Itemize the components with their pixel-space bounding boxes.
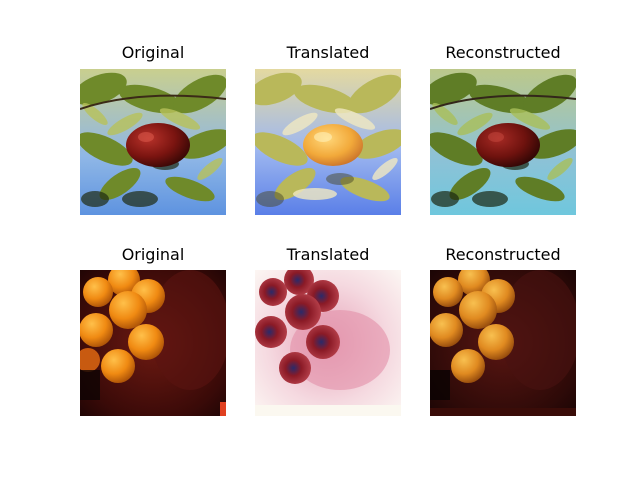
reconstructed-apple-image	[430, 69, 576, 215]
panel-title: Original	[121, 43, 185, 62]
original-oranges-image	[80, 270, 226, 416]
panel-title: Translated	[286, 43, 370, 62]
reconstructed-oranges-image	[430, 270, 576, 416]
panel-title: Reconstructed	[445, 43, 561, 62]
translated-orange-image	[255, 69, 401, 215]
panel-title: Translated	[286, 245, 370, 264]
panel-title: Original	[121, 245, 185, 264]
translated-red-fruit-image	[255, 270, 401, 416]
panel-title: Reconstructed	[445, 245, 561, 264]
original-apple-image	[80, 69, 226, 215]
